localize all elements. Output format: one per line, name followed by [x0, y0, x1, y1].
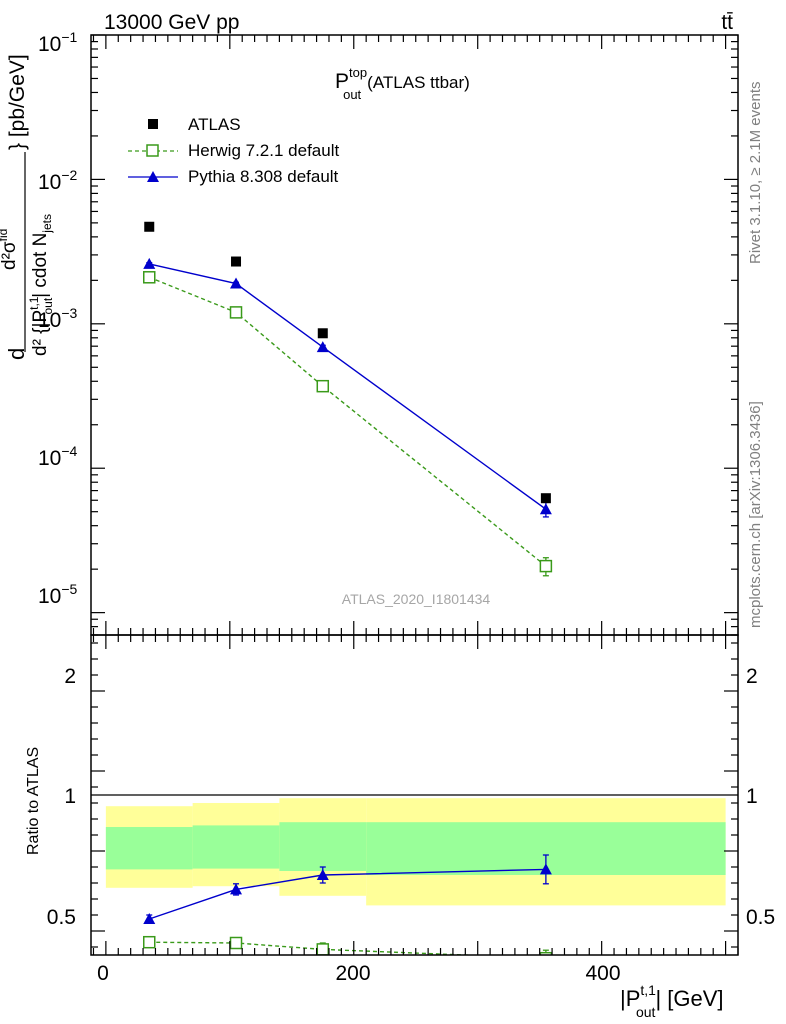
y-label-numerator: d²σfid [0, 229, 20, 270]
data-point-herwig [539, 559, 553, 573]
chart-title: Ptop out(ATLAS ttbar) [335, 65, 470, 102]
data-point-pythia [539, 863, 552, 875]
data-point-herwig [316, 943, 330, 955]
data-point-herwig [229, 936, 243, 950]
main-plot-marks [143, 221, 553, 577]
y-label-prefix: d [4, 348, 29, 360]
data-point-pythia [539, 503, 552, 515]
data-point-pythia [143, 913, 156, 924]
data-point-pythia [230, 277, 243, 289]
legend-herwig-label: Herwig 7.2.1 default [188, 141, 339, 160]
process-label: tt̄ [721, 11, 733, 34]
data-point-atlas [317, 328, 328, 339]
y-label-unit: } [pb/GeV] [6, 54, 29, 150]
data-point-atlas [231, 256, 242, 267]
data-point-pythia [316, 869, 329, 880]
y-label-denominator: d² {|Pt,1out| cdot Njets [27, 214, 55, 356]
main-y-axis-label: d d²σfid d² {|Pt,1out| cdot Njets } [pb/… [0, 54, 55, 360]
axis-ticks [91, 34, 739, 955]
legend-herwig-marker [146, 144, 159, 157]
rivet-version-label: Rivet 3.1.10, ≥ 2.1M events [747, 82, 764, 265]
series-line-herwig [149, 941, 483, 955]
data-point-atlas [540, 493, 551, 504]
y-tick-label: 10−5 [38, 581, 78, 608]
data-point-pythia [143, 257, 156, 269]
source-label: mcplots.cern.ch [arXiv:1306.3436] [747, 401, 764, 628]
series-line-pythia [149, 868, 546, 920]
ratio-uncertainty-bands [105, 798, 726, 906]
legend-pythia-label: Pythia 8.308 default [188, 167, 339, 186]
legend-atlas-marker [148, 119, 158, 129]
legend-atlas-label: ATLAS [188, 115, 241, 134]
ratio-plot-frame [90, 634, 739, 956]
legend-pythia-marker [147, 171, 159, 182]
y-tick-label: 10−2 [38, 167, 78, 194]
data-point-pythia [316, 341, 329, 353]
ratio-y-tick-label: 2 [64, 665, 76, 688]
analysis-watermark: ATLAS_2020_I1801434 [342, 591, 491, 607]
series-line-herwig [148, 276, 547, 567]
data-point-herwig [316, 379, 330, 393]
x-tick-labels: 0 200 400 [97, 962, 620, 985]
x-tick-label: 400 [585, 962, 620, 985]
main-y-tick-labels: 10−1 10−2 10−3 10−4 10−5 [38, 29, 78, 608]
energy-label: 13000 GeV pp [104, 11, 239, 34]
ratio-y-tick-label-right: 0.5 [746, 906, 775, 929]
band-inner [105, 827, 193, 870]
ratio-y-tick-label-right: 1 [746, 785, 758, 808]
ratio-y-tick-label: 1 [64, 785, 76, 808]
data-point-herwig [143, 271, 156, 284]
ratio-y-tick-label: 0.5 [47, 906, 76, 929]
x-axis-label: |Pt,1 out| [GeV] [620, 982, 724, 1020]
x-tick-label: 0 [97, 962, 109, 985]
data-point-herwig [539, 951, 553, 955]
x-tick-label: 200 [335, 962, 370, 985]
y-tick-label: 10−4 [38, 443, 78, 470]
y-tick-label: 10−3 [38, 305, 78, 332]
legend: ATLAS Herwig 7.2.1 default Pythia 8.308 … [128, 115, 339, 186]
band-inner [279, 822, 367, 871]
data-point-herwig [229, 306, 243, 319]
data-point-pythia [230, 883, 243, 895]
ratio-y-axis-label: Ratio to ATLAS [25, 747, 42, 855]
data-point-herwig [143, 935, 156, 949]
ratio-plot-marks [143, 854, 553, 955]
ratio-y-tick-label-right: 2 [746, 665, 758, 688]
data-point-atlas [144, 221, 155, 232]
y-tick-label: 10−1 [38, 29, 78, 56]
series-line-pythia [149, 263, 547, 510]
band-inner [192, 825, 280, 869]
ratio-y-tick-labels: 2 1 0.5 2 1 0.5 [47, 665, 775, 929]
